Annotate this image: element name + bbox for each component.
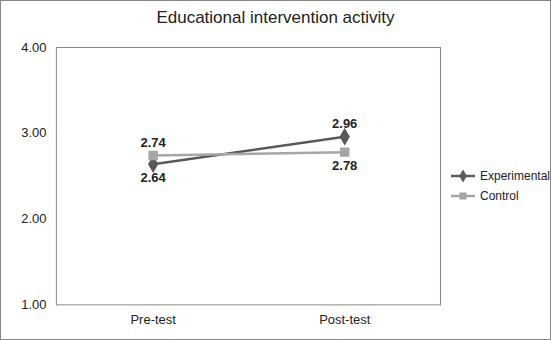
svg-text:Post-test: Post-test [319, 312, 371, 327]
html-text:Control: Control [480, 188, 519, 203]
svg-text:3.00: 3.00 [21, 125, 46, 140]
svg-text:2.74: 2.74 [141, 135, 167, 150]
html-text:Experimental: Experimental [480, 168, 550, 183]
svg-text:2.00: 2.00 [21, 211, 46, 226]
html-text:Educational intervention activ: Educational intervention activity [156, 8, 395, 27]
svg-text:1.00: 1.00 [21, 297, 46, 312]
svg-text:2.78: 2.78 [332, 158, 357, 173]
svg-text:Pre-test: Pre-test [130, 312, 176, 327]
svg-text:2.64: 2.64 [141, 170, 167, 185]
svg-text:4.00: 4.00 [21, 40, 46, 55]
svg-text:2.96: 2.96 [332, 116, 357, 131]
